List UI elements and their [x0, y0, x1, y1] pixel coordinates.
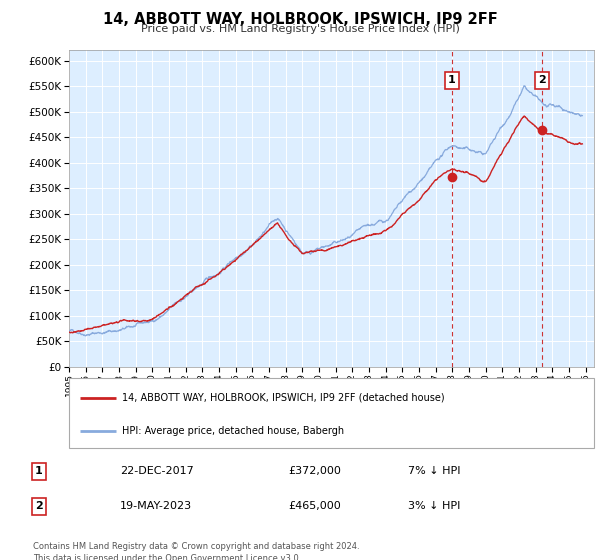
Text: This data is licensed under the Open Government Licence v3.0.: This data is licensed under the Open Gov… [33, 554, 301, 560]
Text: 2: 2 [35, 501, 43, 511]
Text: 2: 2 [538, 76, 546, 86]
Text: 14, ABBOTT WAY, HOLBROOK, IPSWICH, IP9 2FF: 14, ABBOTT WAY, HOLBROOK, IPSWICH, IP9 2… [103, 12, 497, 27]
Text: 7% ↓ HPI: 7% ↓ HPI [408, 466, 461, 477]
Text: 14, ABBOTT WAY, HOLBROOK, IPSWICH, IP9 2FF (detached house): 14, ABBOTT WAY, HOLBROOK, IPSWICH, IP9 2… [121, 393, 444, 403]
Text: HPI: Average price, detached house, Babergh: HPI: Average price, detached house, Babe… [121, 426, 344, 436]
Text: Contains HM Land Registry data © Crown copyright and database right 2024.: Contains HM Land Registry data © Crown c… [33, 542, 359, 551]
Text: 1: 1 [448, 76, 456, 86]
Text: Price paid vs. HM Land Registry's House Price Index (HPI): Price paid vs. HM Land Registry's House … [140, 24, 460, 34]
Text: 3% ↓ HPI: 3% ↓ HPI [408, 501, 460, 511]
Text: £372,000: £372,000 [288, 466, 341, 477]
Text: 1: 1 [35, 466, 43, 477]
Text: 19-MAY-2023: 19-MAY-2023 [120, 501, 192, 511]
Text: 22-DEC-2017: 22-DEC-2017 [120, 466, 194, 477]
Text: £465,000: £465,000 [288, 501, 341, 511]
